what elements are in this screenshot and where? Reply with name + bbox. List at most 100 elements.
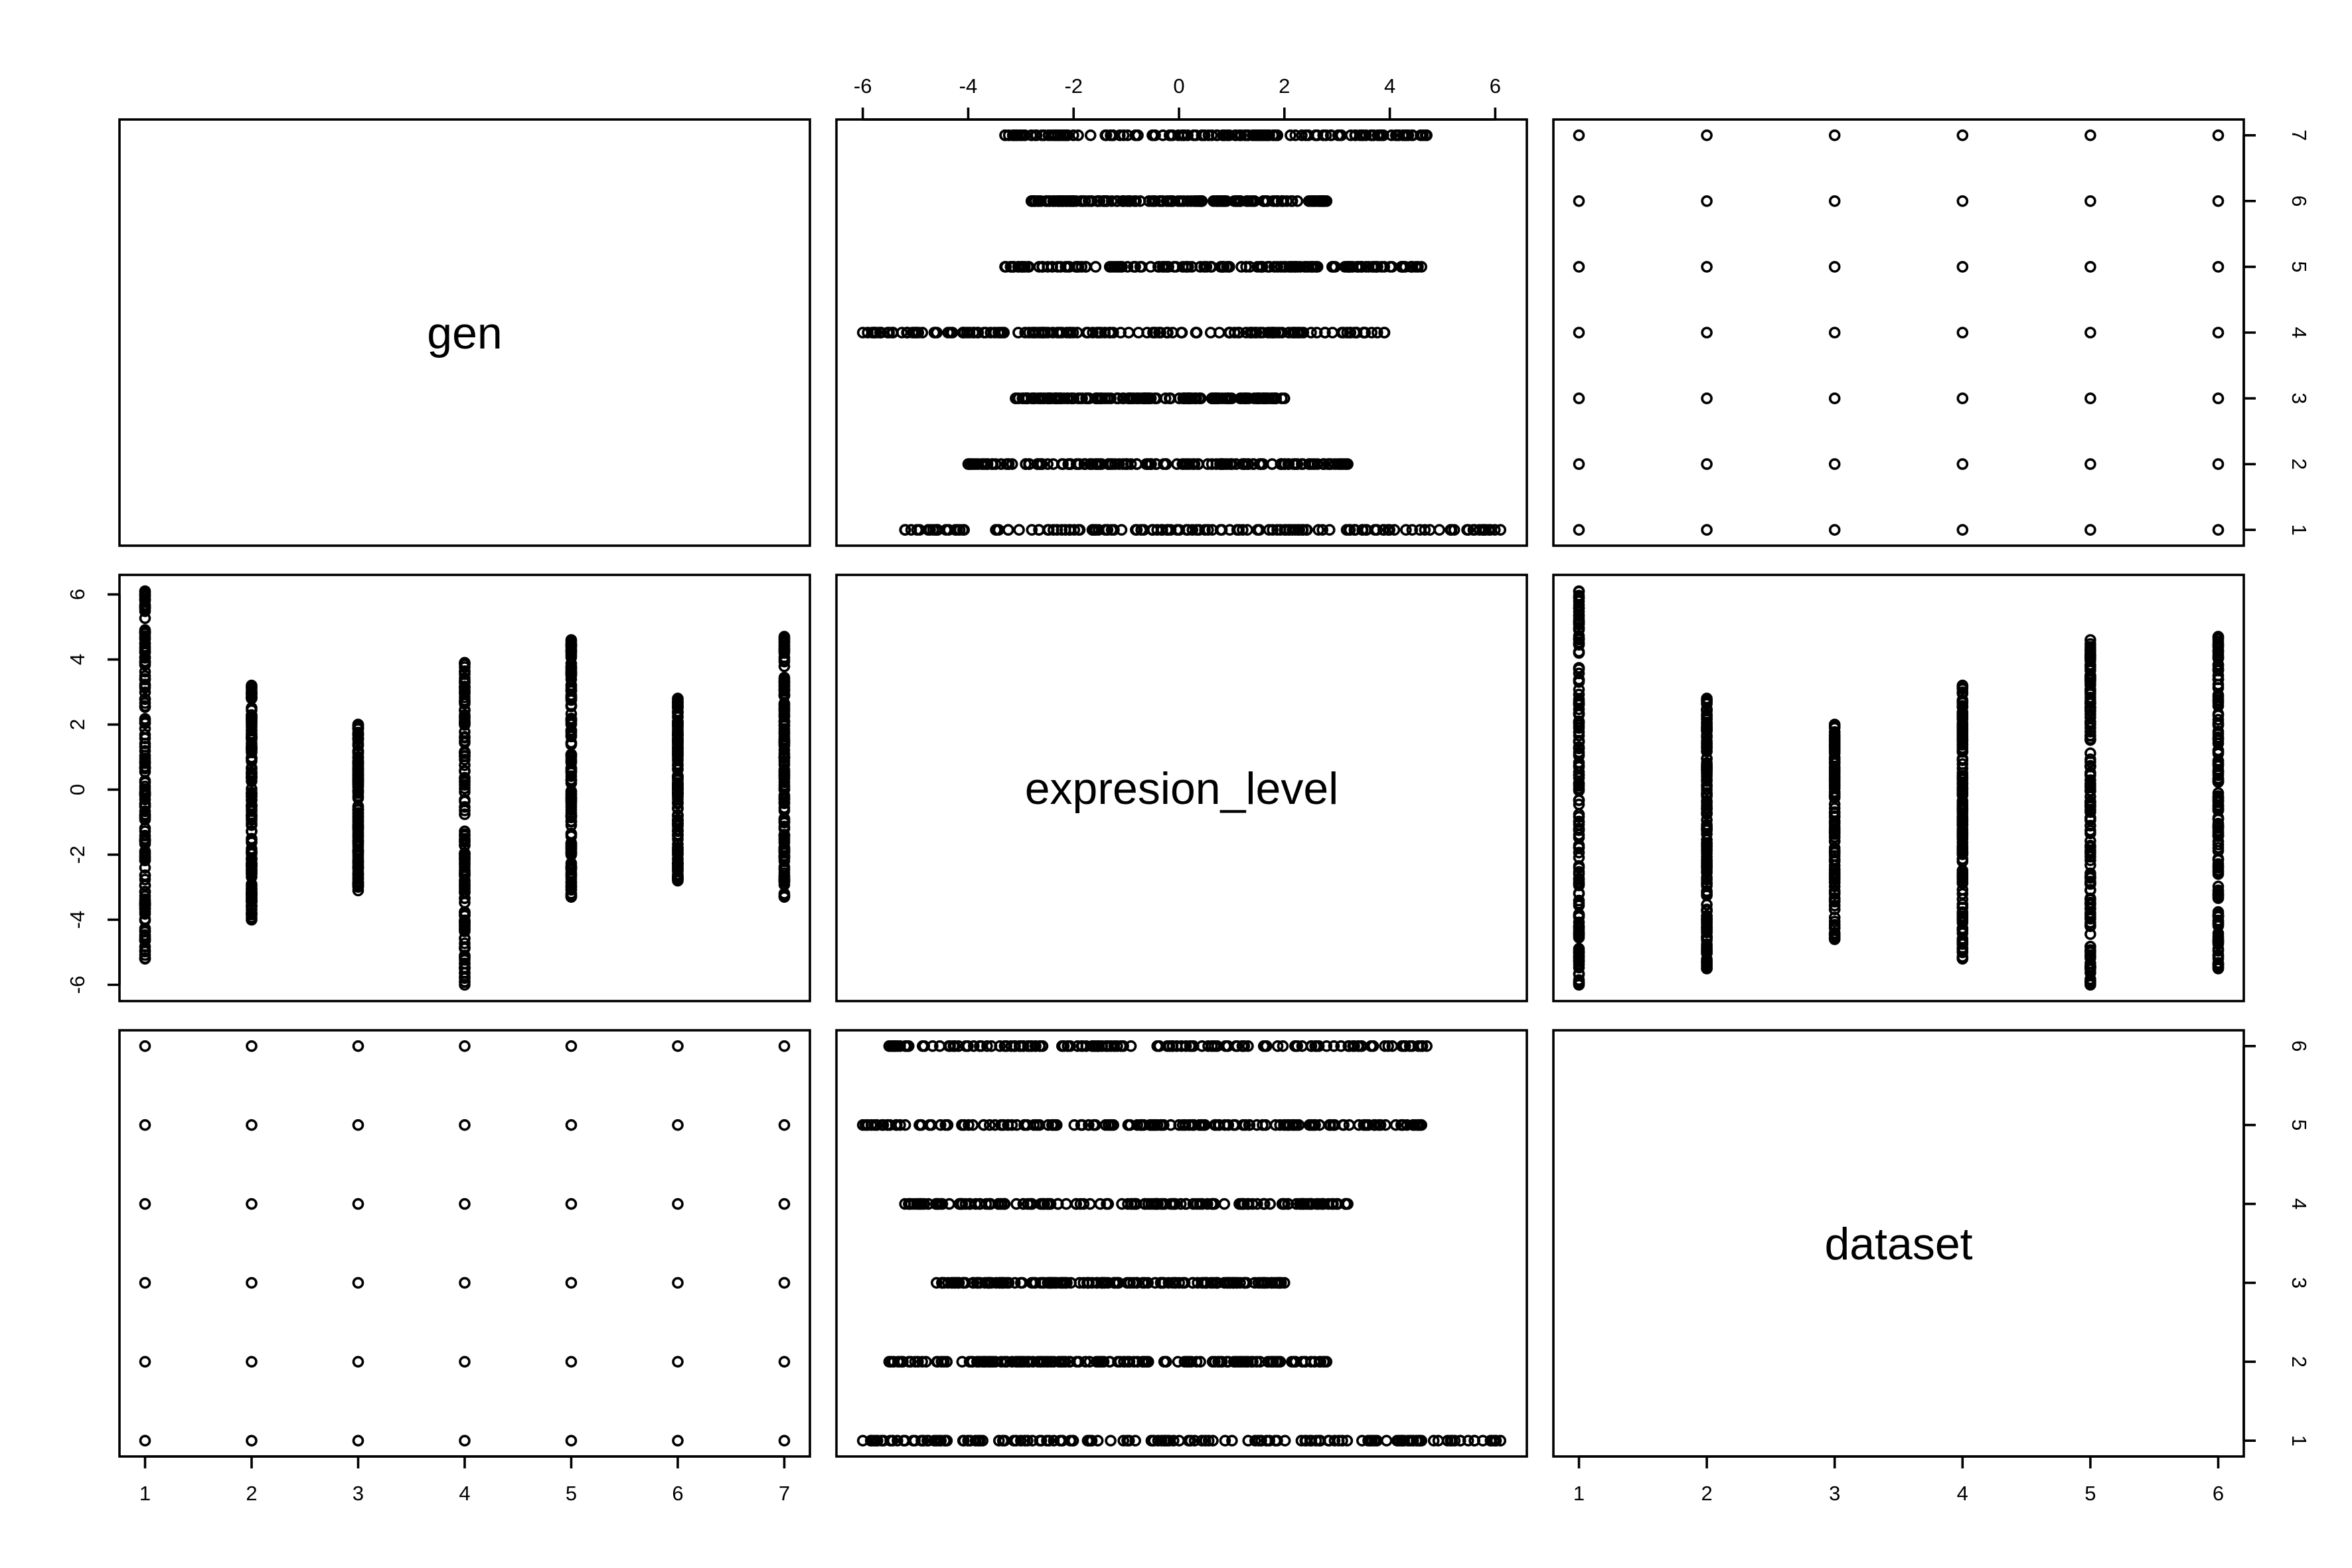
- panel-expresion_level-vs-dataset: [1552, 574, 2245, 1002]
- data-point: [1176, 1277, 1189, 1289]
- data-point: [1255, 261, 1267, 273]
- data-point: [1192, 195, 1205, 207]
- data-point: [1372, 129, 1384, 141]
- data-point: [1237, 1119, 1249, 1131]
- data-point: [1701, 828, 1713, 840]
- data-point: [1396, 1435, 1409, 1447]
- data-point: [1573, 783, 1585, 795]
- data-point: [882, 327, 894, 339]
- data-point: [2084, 524, 2096, 536]
- data-point: [352, 884, 364, 897]
- data-point: [139, 1356, 151, 1368]
- data-point: [1202, 1198, 1214, 1210]
- data-point: [778, 690, 791, 702]
- data-point: [565, 1119, 578, 1131]
- data-point: [1090, 1356, 1103, 1368]
- data-point: [1328, 1435, 1341, 1447]
- data-point: [139, 693, 151, 705]
- y-tick-label-dataset: 3: [2288, 1277, 2311, 1289]
- data-point: [998, 1198, 1010, 1210]
- data-point: [1173, 1435, 1186, 1447]
- data-point: [672, 706, 684, 718]
- data-point: [1059, 195, 1072, 207]
- data-point: [1034, 1435, 1046, 1447]
- data-point: [1131, 1277, 1143, 1289]
- data-point: [1177, 392, 1190, 404]
- data-point: [1320, 1356, 1333, 1368]
- data-point: [1344, 524, 1356, 536]
- data-point: [778, 1356, 791, 1368]
- data-point: [1198, 261, 1210, 273]
- data-point: [246, 836, 258, 848]
- data-point: [2212, 392, 2225, 404]
- data-point: [1701, 943, 1713, 956]
- data-point: [1117, 129, 1130, 141]
- data-point: [1109, 458, 1121, 470]
- data-point: [672, 742, 684, 754]
- data-point: [1377, 524, 1389, 536]
- data-point: [1188, 458, 1201, 470]
- data-point: [967, 1119, 979, 1131]
- data-point: [1828, 327, 1841, 339]
- data-point: [1058, 1040, 1070, 1052]
- data-point: [1184, 1040, 1196, 1052]
- data-point: [856, 1435, 869, 1447]
- data-point: [1190, 327, 1202, 339]
- data-point: [2212, 790, 2225, 802]
- data-point: [1310, 327, 1323, 339]
- data-point: [1384, 261, 1396, 273]
- data-point: [877, 1119, 890, 1131]
- data-point: [1273, 1277, 1285, 1289]
- data-point: [1701, 767, 1713, 779]
- data-point: [956, 1356, 969, 1368]
- data-point: [2212, 886, 2225, 898]
- data-point: [1196, 1040, 1208, 1052]
- data-point: [1113, 458, 1125, 470]
- data-point: [1023, 327, 1035, 339]
- data-point: [2212, 915, 2225, 927]
- data-point: [1312, 524, 1324, 536]
- x-tick-label-gen: 7: [779, 1482, 790, 1505]
- data-point: [1173, 1277, 1186, 1289]
- data-point: [1068, 524, 1081, 536]
- data-point: [968, 1040, 980, 1052]
- data-point: [139, 886, 151, 898]
- data-point: [1056, 1435, 1068, 1447]
- data-point: [1573, 748, 1585, 761]
- data-point: [459, 979, 471, 991]
- data-point: [1021, 1119, 1034, 1131]
- data-point: [2212, 647, 2225, 659]
- data-point: [1027, 392, 1039, 404]
- data-point: [2084, 634, 2096, 646]
- data-point: [1112, 392, 1125, 404]
- data-point: [1348, 1040, 1360, 1052]
- data-point: [459, 949, 471, 962]
- data-point: [1828, 786, 1841, 798]
- data-point: [1296, 458, 1308, 470]
- data-point: [1241, 1198, 1253, 1210]
- data-point: [459, 779, 471, 791]
- data-point: [1304, 1119, 1317, 1131]
- data-point: [1117, 1435, 1129, 1447]
- data-point: [1042, 129, 1055, 141]
- data-point: [1828, 730, 1841, 742]
- data-point: [352, 872, 364, 885]
- data-point: [1097, 1356, 1109, 1368]
- data-point: [1956, 800, 1969, 813]
- data-point: [1828, 845, 1841, 857]
- data-point: [1075, 1119, 1087, 1131]
- data-point: [989, 1119, 1001, 1131]
- data-point: [459, 680, 471, 692]
- data-point: [2084, 781, 2096, 793]
- data-point: [1415, 1119, 1427, 1131]
- data-point: [1573, 602, 1585, 615]
- data-point: [1311, 129, 1323, 141]
- data-point: [1242, 1040, 1254, 1052]
- data-point: [1344, 327, 1357, 339]
- data-point: [1135, 1119, 1147, 1131]
- data-point: [1243, 1119, 1255, 1131]
- data-point: [2084, 767, 2096, 779]
- data-point: [565, 1435, 578, 1447]
- data-point: [1257, 1119, 1269, 1131]
- data-point: [962, 1435, 974, 1447]
